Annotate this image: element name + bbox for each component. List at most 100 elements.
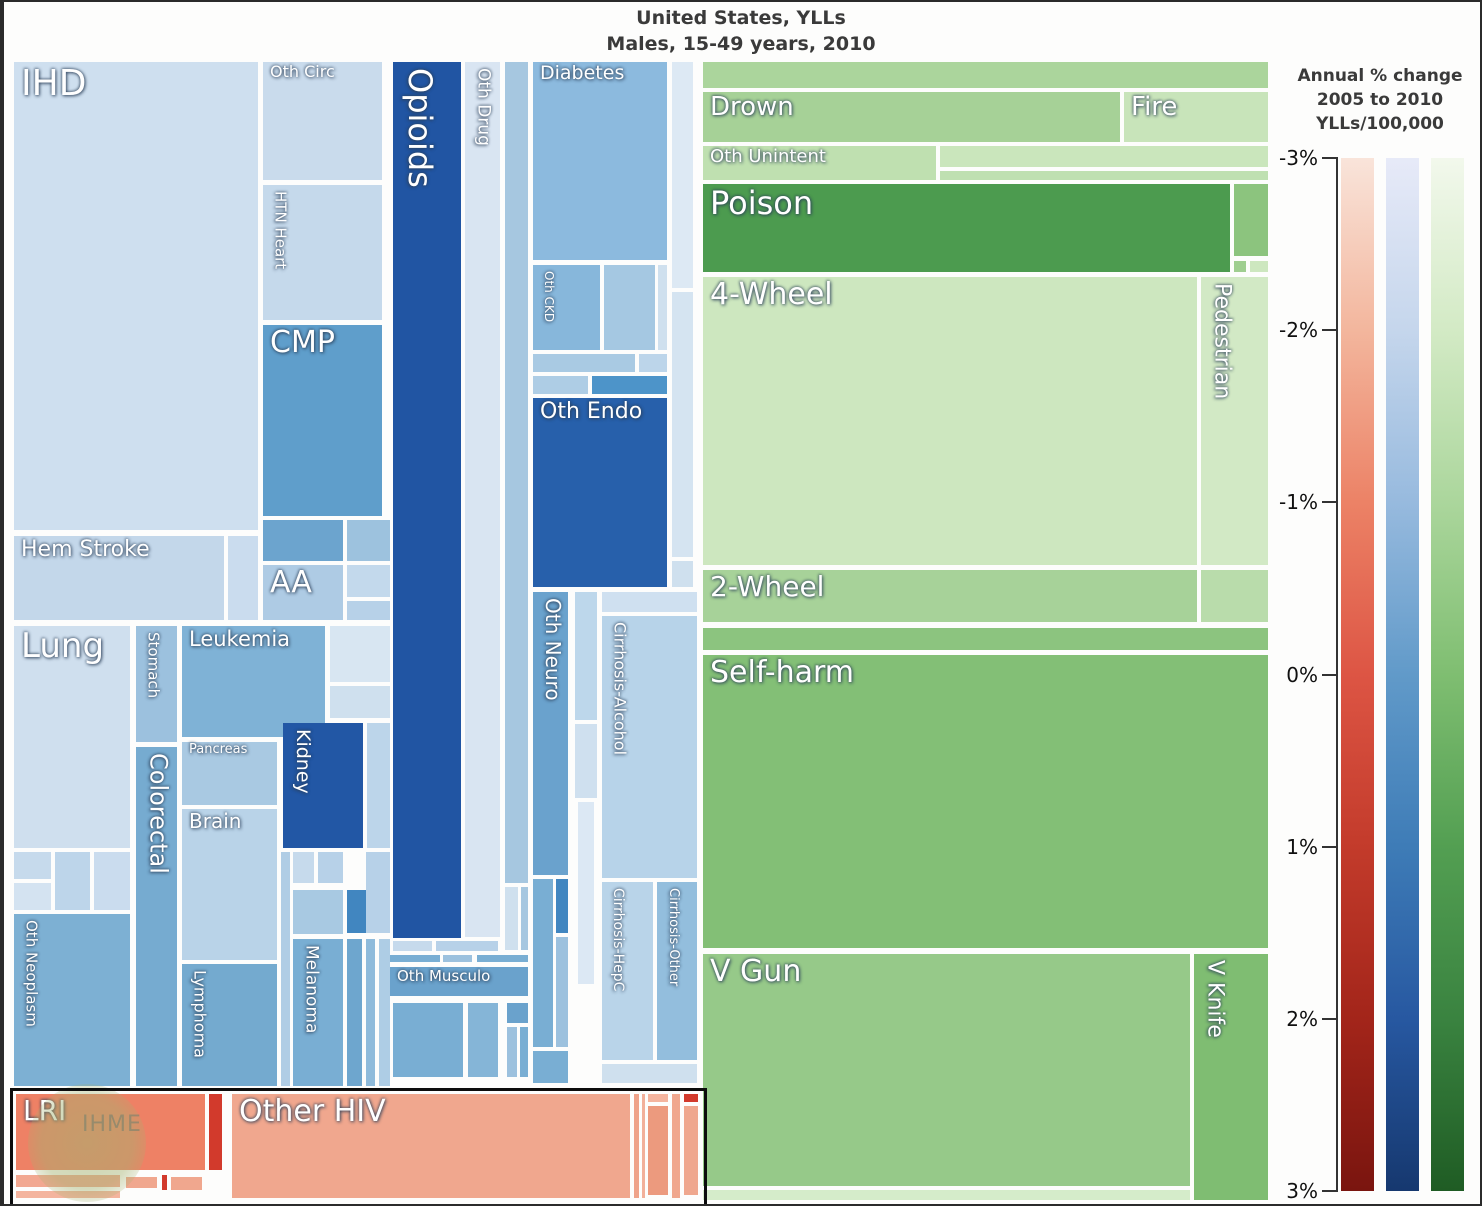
treemap-cell[interactable] (228, 536, 258, 620)
treemap-cell[interactable] (330, 626, 390, 682)
treemap-cell[interactable] (556, 937, 568, 1047)
treemap-cell-cirrhosis-other[interactable]: Cirrhosis-Other (657, 882, 697, 1060)
treemap-cell[interactable] (209, 1094, 222, 1170)
treemap-cell-oth-unintent[interactable]: Oth Unintent (703, 146, 936, 180)
treemap-cell[interactable] (703, 1190, 1190, 1200)
treemap-cell[interactable] (263, 520, 343, 561)
treemap-cell-aa[interactable]: AA (263, 565, 343, 620)
treemap-cell[interactable] (703, 62, 1268, 88)
treemap-cell[interactable] (533, 376, 588, 394)
treemap-cell[interactable] (505, 62, 528, 883)
treemap-cell[interactable] (520, 1027, 528, 1077)
treemap-cell[interactable] (672, 1094, 680, 1198)
treemap-cell[interactable] (14, 883, 51, 910)
treemap-cell[interactable] (634, 1094, 639, 1198)
treemap-cell[interactable] (367, 723, 390, 848)
treemap-cell[interactable] (1250, 261, 1268, 272)
treemap-cell[interactable] (684, 1106, 698, 1195)
treemap-cell-other-hiv[interactable]: Other HIV (232, 1094, 630, 1198)
treemap-cell[interactable] (507, 1003, 528, 1023)
treemap-cell[interactable] (393, 941, 432, 951)
treemap-cell[interactable] (347, 939, 362, 1086)
treemap-cell[interactable] (505, 887, 518, 950)
treemap-cell-4-wheel[interactable]: 4-Wheel (703, 277, 1197, 565)
treemap-cell-cirrhosis-hepc[interactable]: Cirrhosis-HepC (602, 882, 653, 1060)
treemap-cell-oth-endo[interactable]: Oth Endo (533, 398, 667, 587)
treemap-cell[interactable] (14, 852, 51, 879)
treemap-cell-oth-ckd[interactable]: Oth CKD (533, 265, 600, 350)
treemap-cell-stomach[interactable]: Stomach (136, 626, 177, 742)
treemap-cell-2-wheel[interactable]: 2-Wheel (703, 570, 1197, 622)
treemap-cell-diabetes[interactable]: Diabetes (533, 62, 667, 260)
treemap-cell[interactable] (293, 852, 314, 883)
treemap-cell[interactable] (55, 852, 90, 910)
treemap-cell[interactable] (592, 376, 667, 394)
treemap-cell[interactable] (575, 724, 597, 798)
treemap-cell[interactable] (1201, 570, 1268, 622)
treemap-cell[interactable] (684, 1094, 698, 1102)
treemap-cell-poison[interactable]: Poison (703, 184, 1230, 272)
treemap-cell-kidney[interactable]: Kidney (283, 723, 363, 848)
treemap-cell-colorectal[interactable]: Colorectal (136, 747, 177, 1086)
treemap-cell[interactable] (1234, 261, 1246, 272)
treemap-cell[interactable] (436, 941, 498, 951)
treemap-cell-htn-heart[interactable]: HTN Heart (263, 185, 382, 320)
treemap-cell[interactable] (604, 265, 655, 350)
treemap-cell[interactable] (533, 1051, 568, 1083)
treemap-cell-oth-circ[interactable]: Oth Circ (263, 62, 382, 180)
treemap-cell[interactable] (521, 887, 528, 950)
treemap-cell[interactable] (443, 955, 472, 962)
treemap-cell-leukemia[interactable]: Leukemia (182, 626, 325, 737)
treemap-cell[interactable] (347, 601, 390, 620)
treemap-cell[interactable] (672, 292, 693, 557)
treemap-cell[interactable] (658, 265, 667, 350)
treemap-cell[interactable] (477, 955, 528, 962)
treemap-cell-oth-neoplasm[interactable]: Oth Neoplasm (14, 914, 130, 1086)
treemap-cell[interactable] (533, 354, 635, 372)
treemap-cell-v-knife[interactable]: V Knife (1194, 954, 1268, 1200)
treemap-cell[interactable] (556, 879, 568, 933)
treemap-cell[interactable] (639, 354, 667, 372)
treemap-cell[interactable] (281, 852, 290, 1086)
treemap-cell[interactable] (366, 939, 375, 1086)
treemap-cell[interactable] (162, 1175, 167, 1190)
treemap-cell-lung[interactable]: Lung (14, 626, 130, 848)
treemap-cell[interactable] (171, 1177, 202, 1190)
treemap-cell[interactable] (330, 686, 390, 718)
treemap-cell-oth-musculo[interactable]: Oth Musculo (390, 967, 528, 996)
treemap-cell[interactable] (533, 879, 553, 1047)
treemap-cell[interactable] (507, 1027, 517, 1077)
treemap-cell[interactable] (393, 1003, 463, 1077)
treemap-cell-drown[interactable]: Drown (703, 92, 1120, 142)
treemap-cell-ihd[interactable]: IHD (14, 62, 258, 530)
treemap-cell[interactable] (602, 1064, 697, 1083)
treemap-cell[interactable] (379, 939, 390, 1086)
treemap-cell[interactable] (648, 1106, 668, 1195)
treemap-cell[interactable] (648, 1094, 668, 1102)
treemap-cell-melanoma[interactable]: Melanoma (293, 939, 343, 1086)
treemap-cell-lymphoma[interactable]: Lymphoma (182, 964, 277, 1086)
selected-group-outline[interactable] (10, 1088, 707, 1206)
treemap-cell[interactable] (366, 852, 390, 933)
treemap-cell[interactable] (672, 561, 693, 587)
treemap-cell[interactable] (1234, 184, 1268, 256)
treemap-cell[interactable] (94, 852, 130, 910)
treemap-cell-cmp[interactable]: CMP (263, 325, 382, 516)
treemap-cell-opioids[interactable]: Opioids (393, 62, 461, 938)
treemap-cell-oth-drug[interactable]: Oth Drug (465, 62, 500, 937)
treemap-cell-v-gun[interactable]: V Gun (703, 954, 1190, 1186)
treemap-cell[interactable] (347, 520, 390, 561)
treemap-cell[interactable] (578, 802, 594, 984)
treemap-cell[interactable] (642, 1094, 645, 1198)
treemap-cell[interactable] (940, 171, 1268, 180)
treemap-cell[interactable] (347, 565, 390, 597)
treemap-cell[interactable] (293, 890, 343, 934)
treemap-cell[interactable] (468, 1003, 498, 1077)
treemap-cell[interactable] (672, 62, 693, 288)
treemap-cell[interactable] (318, 852, 343, 883)
treemap-cell-self-harm[interactable]: Self-harm (703, 655, 1268, 948)
treemap-cell-oth-neuro[interactable]: Oth Neuro (533, 592, 568, 875)
treemap-cell-cirrhosis-alcohol[interactable]: Cirrhosis-Alcohol (602, 616, 697, 878)
treemap-cell[interactable] (703, 628, 1268, 650)
treemap-cell[interactable] (390, 955, 440, 962)
